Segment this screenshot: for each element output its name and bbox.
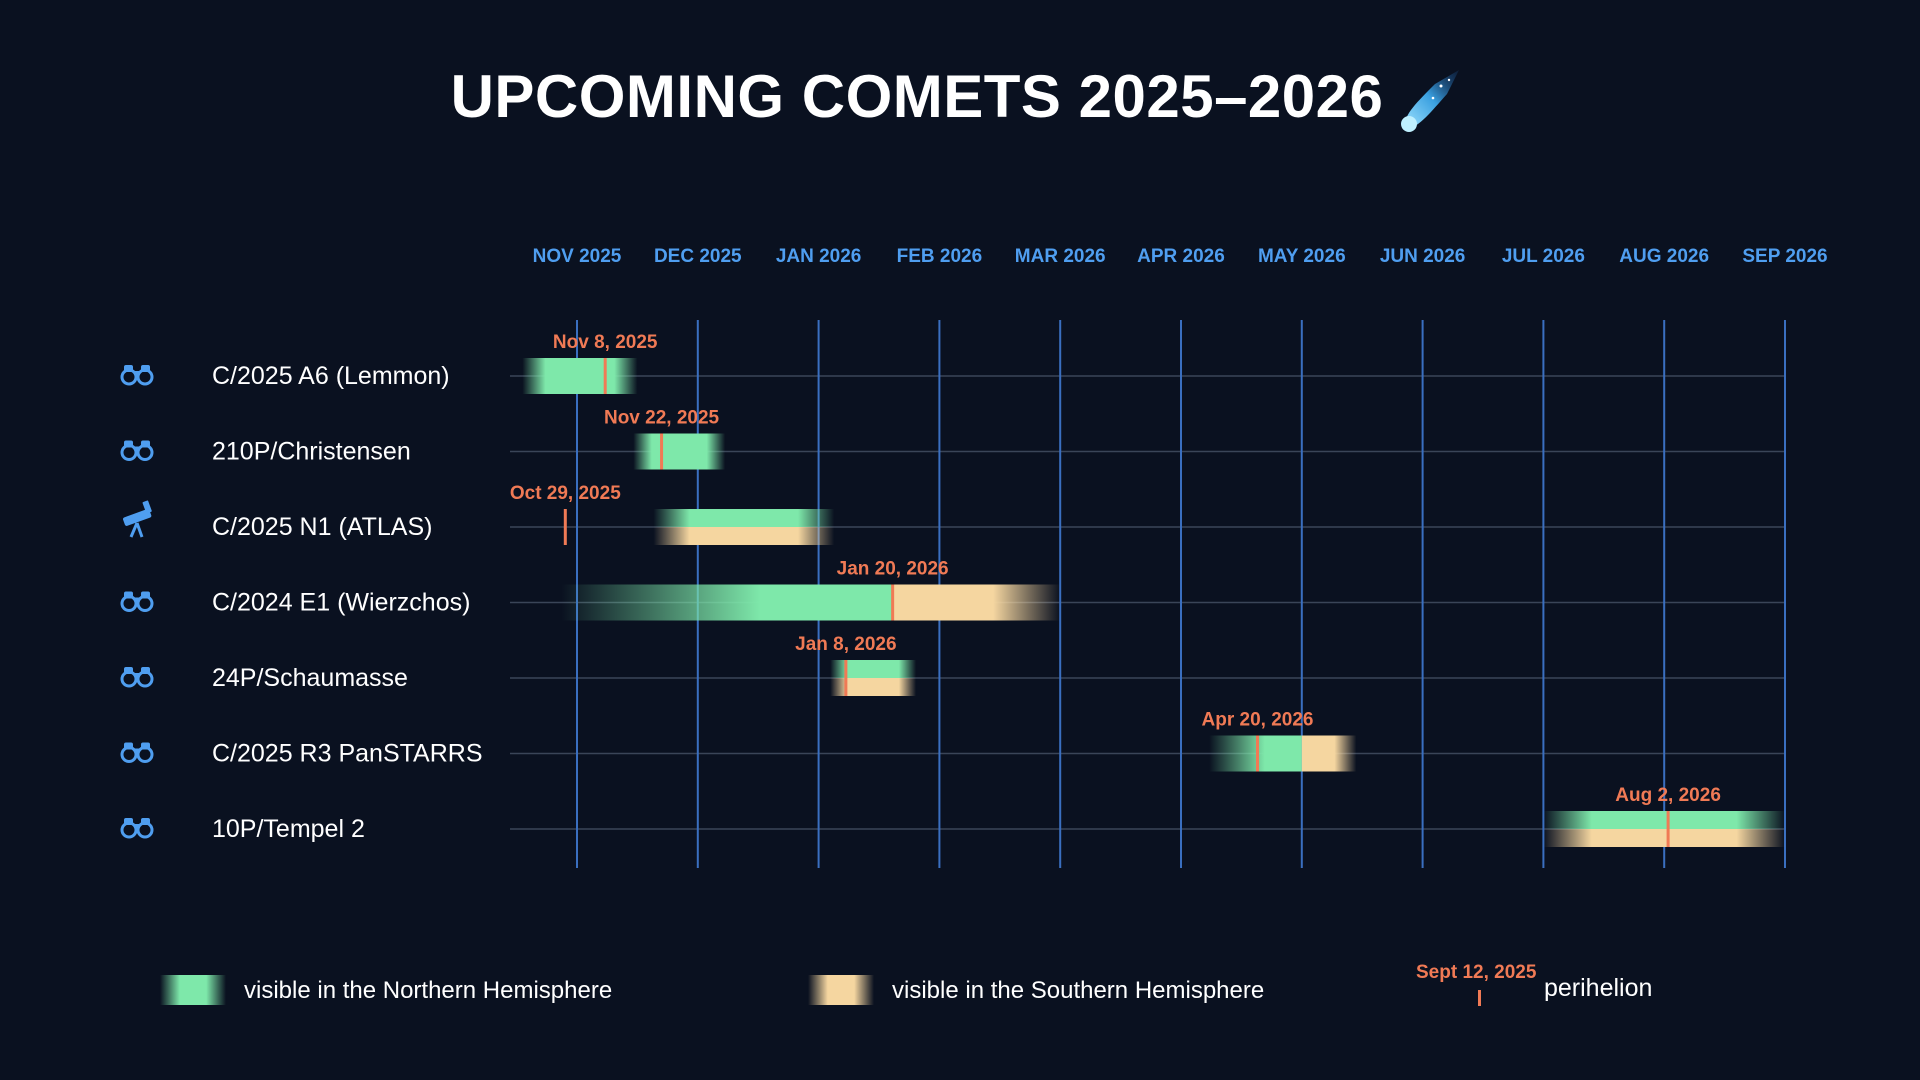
binoculars-icon bbox=[120, 440, 154, 461]
page-title: UPCOMING COMETS 2025–2026 bbox=[0, 62, 1920, 138]
month-label: JAN 2026 bbox=[776, 246, 862, 267]
north-visibility-bar bbox=[1543, 811, 1785, 829]
perihelion-label: Oct 29, 2025 bbox=[510, 483, 621, 504]
comet-row: C/2024 E1 (Wierzchos) Jan 20, 2026 bbox=[120, 559, 1061, 621]
comet-row: 24P/Schaumasse Jan 8, 2026 bbox=[120, 634, 917, 696]
month-label: NOV 2025 bbox=[533, 246, 622, 267]
perihelion-marker bbox=[603, 358, 607, 394]
south-visibility-bar bbox=[892, 584, 1061, 621]
title-text: UPCOMING COMETS 2025–2026 bbox=[450, 63, 1384, 130]
binoculars-icon bbox=[120, 742, 154, 763]
comet-row: C/2025 A6 (Lemmon) Nov 8, 2025 bbox=[120, 332, 658, 394]
perihelion-label: Nov 22, 2025 bbox=[604, 408, 720, 429]
binoculars-icon bbox=[120, 591, 154, 612]
legend-perihelion-label: perihelion bbox=[1544, 974, 1653, 1002]
north-visibility-bar bbox=[561, 584, 893, 621]
perihelion-label: Nov 8, 2025 bbox=[553, 332, 658, 353]
north-visibility-bar bbox=[522, 358, 638, 394]
comet-name: C/2025 N1 (ATLAS) bbox=[212, 513, 432, 541]
month-label: JUN 2026 bbox=[1380, 246, 1466, 267]
telescope-icon bbox=[123, 500, 152, 538]
perihelion-marker bbox=[891, 584, 895, 621]
south-visibility-bar bbox=[1301, 735, 1357, 772]
comet-rows: C/2025 A6 (Lemmon) Nov 8, 2025 210P/Christ… bbox=[120, 332, 1785, 847]
south-visibility-bar bbox=[1543, 829, 1785, 847]
comet-timeline-chart: NOV 2025 DEC 2025 JAN 2026 FEB 2026 MAR 2026… bbox=[120, 246, 1828, 868]
north-visibility-bar bbox=[1209, 735, 1302, 772]
month-label: AUG 2026 bbox=[1619, 246, 1709, 267]
comet-name: 10P/Tempel 2 bbox=[212, 815, 365, 843]
month-label: MAY 2026 bbox=[1258, 246, 1346, 267]
month-label: SEP 2026 bbox=[1742, 246, 1827, 267]
comet-name: C/2025 R3 PanSTARRS bbox=[212, 740, 483, 768]
legend-north-swatch bbox=[160, 975, 226, 1005]
perihelion-label: Jan 8, 2026 bbox=[795, 634, 896, 655]
perihelion-marker bbox=[844, 660, 848, 696]
comet-icon bbox=[1401, 70, 1460, 133]
north-visibility-bar bbox=[633, 433, 726, 470]
comet-row: C/2025 R3 PanSTARRS Apr 20, 2026 bbox=[120, 710, 1357, 772]
perihelion-label: Aug 2, 2026 bbox=[1615, 785, 1721, 806]
legend-south-swatch bbox=[808, 975, 874, 1005]
comet-name: C/2025 A6 (Lemmon) bbox=[212, 362, 450, 390]
comet-name: 210P/Christensen bbox=[212, 438, 411, 466]
legend-perihelion-tick bbox=[1478, 990, 1481, 1006]
month-label: DEC 2025 bbox=[654, 246, 742, 267]
south-visibility-bar bbox=[653, 527, 835, 545]
binoculars-icon bbox=[120, 667, 154, 688]
month-axis: NOV 2025 DEC 2025 JAN 2026 FEB 2026 MAR 2026… bbox=[533, 246, 1828, 267]
perihelion-marker bbox=[1666, 811, 1670, 847]
month-label: FEB 2026 bbox=[897, 246, 983, 267]
legend-perihelion-date: Sept 12, 2025 bbox=[1416, 962, 1537, 983]
binoculars-icon bbox=[120, 365, 154, 386]
comet-row: C/2025 N1 (ATLAS) Oct 29, 2025 bbox=[123, 483, 835, 545]
comet-row: 210P/Christensen Nov 22, 2025 bbox=[120, 408, 726, 470]
north-visibility-bar bbox=[830, 660, 917, 678]
perihelion-label: Jan 20, 2026 bbox=[837, 559, 949, 580]
comet-row: 10P/Tempel 2 Aug 2, 2026 bbox=[120, 785, 1785, 847]
perihelion-marker bbox=[660, 433, 664, 470]
month-label: JUL 2026 bbox=[1502, 246, 1585, 267]
comet-name: 24P/Schaumasse bbox=[212, 664, 408, 692]
perihelion-marker bbox=[1256, 735, 1260, 772]
perihelion-label: Apr 20, 2026 bbox=[1202, 710, 1314, 731]
north-visibility-bar bbox=[653, 509, 835, 527]
south-visibility-bar bbox=[830, 678, 917, 696]
perihelion-marker bbox=[563, 509, 567, 545]
binoculars-icon bbox=[120, 818, 154, 839]
month-label: APR 2026 bbox=[1137, 246, 1225, 267]
legend-south-label: visible in the Southern Hemisphere bbox=[892, 977, 1265, 1004]
month-label: MAR 2026 bbox=[1015, 246, 1106, 267]
legend-north-label: visible in the Northern Hemisphere bbox=[244, 977, 613, 1004]
comet-name: C/2024 E1 (Wierzchos) bbox=[212, 589, 470, 617]
